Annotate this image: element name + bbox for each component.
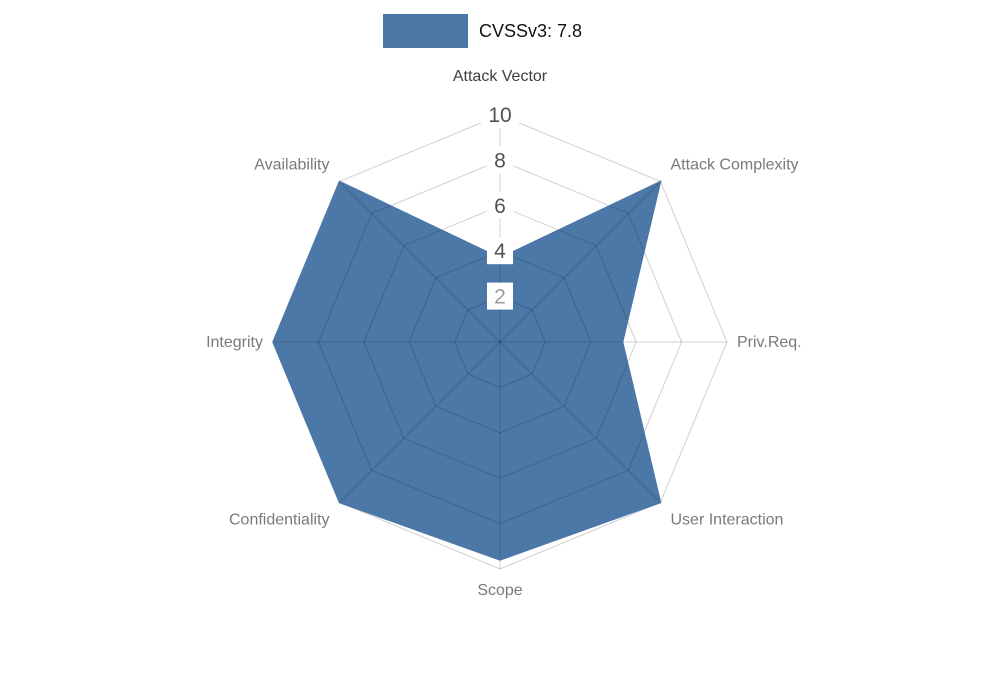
tick-label-8: 8: [494, 149, 506, 172]
axis-spoke: [499, 181, 661, 343]
axis-spoke: [339, 181, 501, 343]
axis-spoke: [339, 341, 501, 503]
tick-label-4: 4: [494, 240, 506, 263]
tick-label-box: [487, 282, 513, 310]
axis-label-attack-vector: Attack Vector: [453, 68, 548, 85]
tick-label-box: [487, 237, 513, 265]
tick-label-box: [487, 146, 513, 174]
axis-label-attack-complexity: Attack Complexity: [671, 157, 799, 174]
axis-label-availability: Availability: [254, 157, 329, 174]
tick-label-box: [481, 101, 519, 128]
legend-swatch: [383, 14, 468, 48]
legend: CVSSv3: 7.8: [383, 14, 582, 48]
radar-area-fill: [273, 181, 661, 560]
grid-ring-8: [317, 159, 683, 525]
axis-label-priv-req-: Priv.Req.: [737, 334, 802, 351]
grid-ring-2: [454, 296, 546, 388]
tick-label-6: 6: [494, 195, 506, 218]
radar-area-outline: [272, 180, 662, 561]
tick-label-2: 2: [494, 286, 506, 309]
grid-ring-6: [363, 205, 637, 479]
grid-ring-4: [408, 250, 592, 434]
tick-label-10: 10: [488, 104, 511, 127]
axis-spoke: [499, 341, 661, 503]
tick-label-box: [487, 191, 513, 219]
axis-label-user-interaction: User Interaction: [671, 512, 784, 529]
axis-label-integrity: Integrity: [206, 334, 263, 351]
axis-label-confidentiality: Confidentiality: [229, 512, 330, 529]
axis-label-scope: Scope: [477, 582, 522, 599]
legend-item-cvssv3[interactable]: CVSSv3: 7.8: [383, 14, 582, 48]
legend-label: CVSSv3: 7.8: [479, 21, 583, 41]
